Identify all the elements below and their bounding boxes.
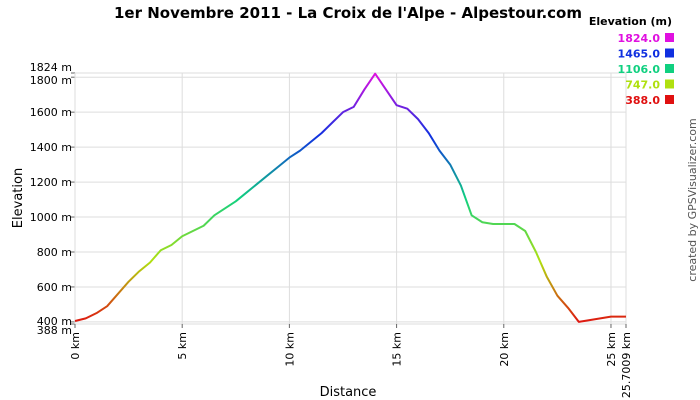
legend-value: 1465.0 xyxy=(618,48,661,61)
x-tick-label: 25.7009 km xyxy=(620,332,633,398)
x-tick-label: 25 km xyxy=(605,332,618,367)
plot-area xyxy=(74,72,627,325)
legend-swatch xyxy=(665,79,674,89)
y-tick-label: 400 m xyxy=(37,315,72,328)
legend-swatch xyxy=(665,48,674,58)
x-axis-label: Distance xyxy=(320,385,377,400)
y-tick-label: 1800 m xyxy=(30,74,72,87)
x-tick-label: 10 km xyxy=(283,332,296,367)
x-tick-label: 15 km xyxy=(391,332,404,367)
credit: created by GPSVisualizer.com xyxy=(686,118,699,281)
legend-swatch xyxy=(665,33,674,42)
legend-swatch xyxy=(665,95,674,104)
y-tick-label: 1400 m xyxy=(30,141,72,154)
legend-value: 1824.0 xyxy=(618,32,661,45)
y-tick-label: 1000 m xyxy=(30,211,72,224)
elevation-line xyxy=(74,72,626,323)
legend-value: 388.0 xyxy=(625,94,660,107)
legend-title: Elevation (m) xyxy=(589,15,672,28)
x-tick-label: 20 km xyxy=(498,332,511,367)
chart-title: 1er Novembre 2011 - La Croix de l'Alpe -… xyxy=(114,4,582,22)
y-tick-label: 600 m xyxy=(37,281,72,294)
x-tick-label: 5 km xyxy=(176,332,189,360)
y-axis-label: Elevation xyxy=(11,168,26,228)
y-tick-label: 1824 m xyxy=(30,61,72,74)
legend-value: 1106.0 xyxy=(618,63,661,76)
y-tick-label: 800 m xyxy=(37,246,72,259)
legend-swatch xyxy=(665,64,674,73)
legend-value: 747.0 xyxy=(625,79,660,92)
y-tick-label: 1600 m xyxy=(30,106,72,119)
y-tick-label: 1200 m xyxy=(30,176,72,189)
x-tick-label: 0 km xyxy=(69,332,82,360)
y-tick-label: 388 m xyxy=(37,324,72,337)
